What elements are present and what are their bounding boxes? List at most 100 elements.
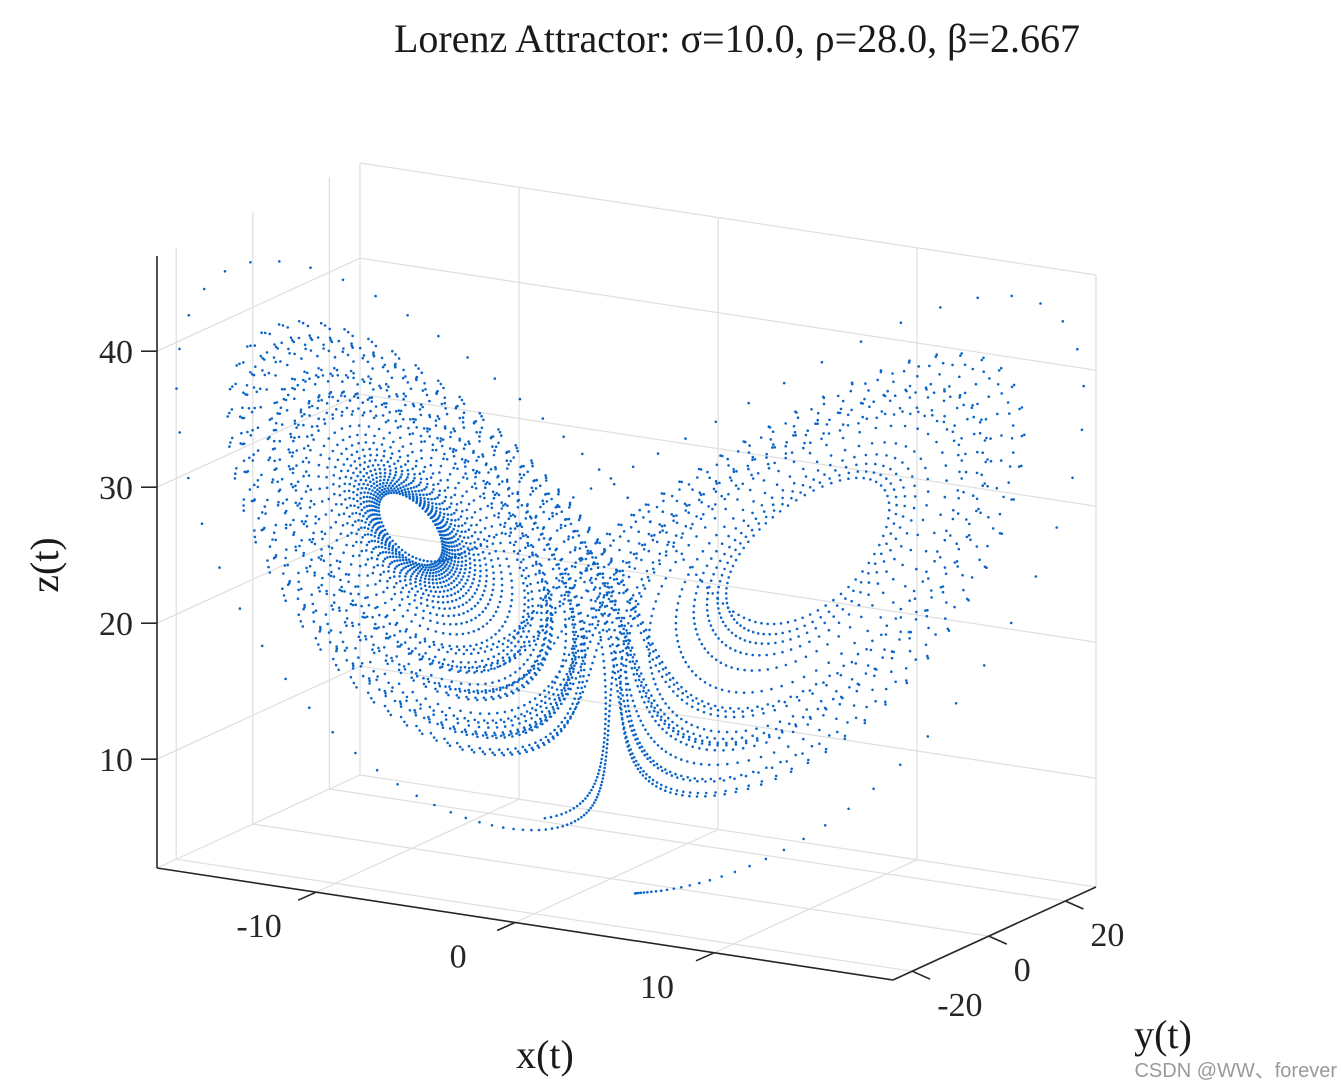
data-point — [422, 493, 425, 497]
data-point — [660, 715, 663, 719]
data-point — [461, 748, 464, 751]
data-point — [448, 607, 452, 610]
data-point — [713, 780, 716, 783]
data-point — [433, 803, 436, 807]
data-point — [609, 693, 612, 697]
data-point — [399, 475, 402, 479]
data-point — [436, 496, 439, 499]
data-point — [479, 507, 482, 511]
data-point — [498, 430, 502, 434]
data-point — [435, 578, 438, 581]
data-point — [406, 595, 410, 598]
data-point — [616, 611, 620, 615]
data-point — [235, 364, 238, 367]
data-point — [647, 510, 651, 513]
data-point — [422, 559, 426, 562]
data-point — [345, 447, 348, 451]
data-point — [367, 337, 370, 341]
data-point — [1020, 464, 1023, 468]
data-point — [432, 643, 436, 647]
data-point — [765, 766, 768, 769]
data-point — [333, 492, 336, 496]
data-point — [543, 816, 547, 820]
data-point — [614, 571, 618, 574]
data-point — [382, 494, 386, 497]
data-point — [579, 669, 583, 672]
data-point — [475, 523, 478, 527]
data-point — [384, 659, 388, 662]
data-point — [569, 522, 573, 526]
data-point — [619, 650, 622, 654]
data-point — [371, 615, 374, 619]
data-point — [829, 454, 833, 457]
data-point — [580, 815, 583, 819]
data-point — [325, 475, 328, 479]
grid-line — [359, 774, 1097, 888]
data-point — [518, 667, 522, 670]
data-point — [773, 708, 776, 712]
data-point — [406, 487, 410, 491]
data-point — [747, 467, 750, 471]
data-point — [489, 468, 493, 471]
data-point — [892, 601, 895, 604]
data-point — [256, 479, 260, 482]
data-point — [428, 563, 432, 567]
data-point — [856, 470, 860, 473]
data-point — [628, 598, 632, 602]
data-point — [623, 624, 626, 628]
data-point — [728, 476, 732, 479]
data-point — [461, 494, 464, 498]
data-point — [446, 650, 449, 654]
data-point — [588, 579, 592, 582]
data-point — [319, 453, 323, 457]
data-point — [524, 534, 528, 537]
data-point — [700, 580, 704, 583]
data-point — [706, 597, 709, 601]
data-point — [988, 377, 991, 380]
data-point — [620, 624, 623, 628]
data-point — [371, 571, 375, 575]
data-point — [736, 450, 740, 453]
data-point — [347, 580, 350, 584]
data-point — [366, 584, 370, 587]
data-point — [943, 538, 947, 542]
data-point — [373, 508, 376, 512]
data-point — [490, 636, 493, 639]
data-point — [382, 454, 386, 458]
data-point — [330, 570, 333, 574]
data-point — [540, 578, 544, 581]
data-point — [949, 534, 952, 537]
data-point — [584, 653, 587, 656]
data-point — [307, 474, 311, 477]
data-point — [576, 529, 579, 533]
data-point — [708, 743, 711, 746]
data-point — [578, 620, 582, 623]
data-point — [455, 645, 459, 648]
data-point — [824, 747, 828, 751]
data-point — [599, 761, 603, 765]
data-point — [418, 558, 422, 561]
data-point — [457, 613, 461, 616]
data-point — [913, 597, 917, 600]
data-point — [378, 500, 381, 504]
data-point — [375, 557, 379, 561]
data-point — [757, 771, 760, 774]
data-point — [629, 724, 632, 728]
data-point — [534, 553, 538, 556]
data-point — [467, 697, 470, 701]
data-point — [373, 539, 377, 543]
data-point — [389, 481, 393, 485]
data-point — [949, 395, 952, 399]
data-point — [729, 646, 732, 650]
data-point — [521, 534, 525, 538]
data-point — [442, 590, 446, 593]
data-point — [454, 570, 457, 573]
data-point — [594, 798, 597, 802]
data-point — [555, 512, 558, 516]
data-point — [359, 491, 363, 495]
data-point — [485, 539, 489, 543]
data-point — [446, 513, 450, 516]
data-point — [404, 463, 407, 466]
data-point — [327, 395, 331, 399]
data-point — [585, 811, 588, 815]
